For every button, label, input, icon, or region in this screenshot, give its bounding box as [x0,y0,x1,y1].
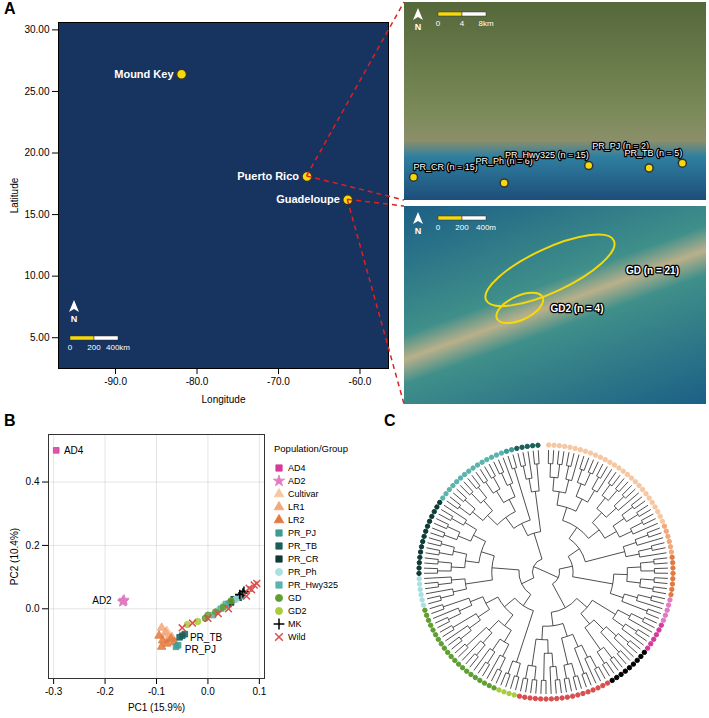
svg-text:LR2: LR2 [288,515,305,525]
svg-text:400km: 400km [106,343,130,352]
svg-text:0.1: 0.1 [252,686,266,697]
svg-text:25.00: 25.00 [24,86,49,97]
svg-text:8km: 8km [478,19,493,28]
html-text:A: A [4,0,16,17]
svg-text:15.00: 15.00 [24,209,49,220]
svg-text:Wild: Wild [288,632,306,642]
svg-text:PR_TB (n = 5): PR_TB (n = 5) [625,148,683,158]
svg-text:-80.0: -80.0 [186,376,209,387]
svg-text:Longitude: Longitude [202,394,246,405]
svg-text:0: 0 [68,343,73,352]
html-text:B: B [4,412,16,429]
svg-text:-0.3: -0.3 [45,686,63,697]
svg-text:GD2: GD2 [288,606,307,616]
svg-text:N: N [71,314,78,324]
svg-text:Latitude: Latitude [9,177,20,213]
svg-text:Population/Group: Population/Group [274,443,348,454]
svg-text:400m: 400m [476,223,496,232]
svg-text:200: 200 [455,223,469,232]
svg-text:-0.2: -0.2 [96,686,114,697]
svg-text:PR_PJ (n = 2): PR_PJ (n = 2) [592,140,650,151]
svg-text:4: 4 [460,19,465,28]
svg-text:Puerto Rico: Puerto Rico [237,170,299,182]
svg-text:PR_CR: PR_CR [288,554,319,564]
svg-text:Cultivar: Cultivar [288,489,319,499]
svg-text:AD4: AD4 [64,445,84,456]
svg-text:-70.0: -70.0 [267,376,290,387]
svg-text:N: N [415,22,422,32]
svg-text:0: 0 [436,223,441,232]
svg-text:Guadeloupe: Guadeloupe [276,193,340,205]
svg-text:GD2 (n = 4): GD2 (n = 4) [550,303,603,314]
svg-text:PR_PJ: PR_PJ [288,528,316,538]
svg-text:20.00: 20.00 [24,147,49,158]
svg-text:PR_Hwy325 (n = 15): PR_Hwy325 (n = 15) [505,150,589,160]
svg-text:-60.0: -60.0 [349,376,372,387]
svg-text:PR_TB: PR_TB [288,541,317,551]
svg-text:5.00: 5.00 [30,332,50,343]
html-text:C: C [384,412,396,429]
svg-text:AD2: AD2 [92,595,112,606]
svg-text:AD4: AD4 [288,463,306,473]
svg-text:10.00: 10.00 [24,270,49,281]
svg-text:PC1 (15.9%): PC1 (15.9%) [128,702,185,713]
svg-text:PR_Ph: PR_Ph [288,567,317,577]
svg-text:0.4: 0.4 [26,476,40,487]
svg-text:0: 0 [436,19,441,28]
svg-text:-0.1: -0.1 [148,686,166,697]
svg-text:GD (n = 21): GD (n = 21) [626,265,679,276]
svg-text:MK: MK [288,619,302,629]
svg-text:PC2 (10.4%): PC2 (10.4%) [9,528,20,585]
svg-text:200: 200 [87,343,101,352]
svg-text:PR_CR (n = 15): PR_CR (n = 15) [414,162,478,172]
svg-text:0.0: 0.0 [26,603,40,614]
svg-text:Mound Key: Mound Key [114,68,174,80]
svg-text:PR_Ph (n = 6): PR_Ph (n = 6) [475,155,533,166]
svg-text:PR_Hwy325: PR_Hwy325 [288,580,338,590]
svg-text:PR_TB: PR_TB [190,632,223,643]
svg-text:N: N [415,226,422,236]
svg-text:GD: GD [288,593,302,603]
svg-text:-90.0: -90.0 [104,376,127,387]
svg-text:0.0: 0.0 [201,686,215,697]
svg-text:PR_PJ: PR_PJ [185,644,216,655]
svg-text:30.00: 30.00 [24,24,49,35]
svg-text:LR1: LR1 [288,502,305,512]
svg-text:AD2: AD2 [288,476,306,486]
svg-text:0.2: 0.2 [26,540,40,551]
